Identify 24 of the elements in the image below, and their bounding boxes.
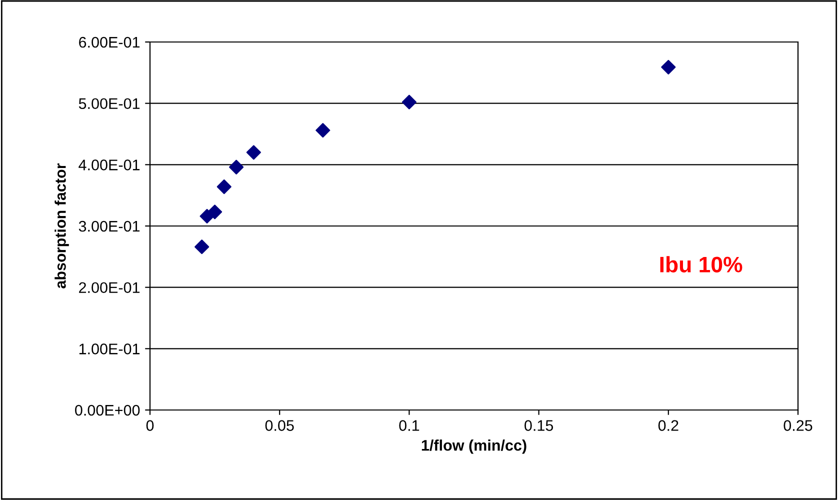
x-tick-label: 0.25 (784, 420, 812, 431)
point (216, 179, 232, 194)
point (246, 145, 261, 160)
point (402, 94, 416, 110)
y-tick-label: 2.00E-01 (79, 282, 140, 294)
point (208, 204, 222, 220)
y-tick-label: 6.00E-01 (79, 36, 140, 48)
x-tick-label: 0.15 (524, 420, 554, 431)
y-tick-label: 1.00E-01 (79, 344, 140, 354)
x-axis-title: 1/flow (min/cc) (422, 440, 526, 454)
x-tick-label: 0 (146, 420, 154, 431)
annotation: Ibu 10% (660, 256, 742, 272)
y-tick-label: 5.00E-01 (78, 98, 140, 110)
x-tick-label: 0.1 (399, 420, 420, 431)
x-tick-label: 0.2 (658, 420, 678, 431)
point (194, 240, 210, 254)
y-tick-label: 0.00E+00 (75, 404, 140, 416)
point (661, 60, 676, 74)
y-axis-title: absorption factor (54, 163, 69, 288)
y-tick-label: 3.00E-01 (78, 220, 140, 232)
point (316, 123, 330, 138)
x-tick-label: 0.05 (265, 420, 294, 431)
point (229, 160, 244, 174)
y-tick-label: 4.00E-01 (78, 160, 140, 170)
